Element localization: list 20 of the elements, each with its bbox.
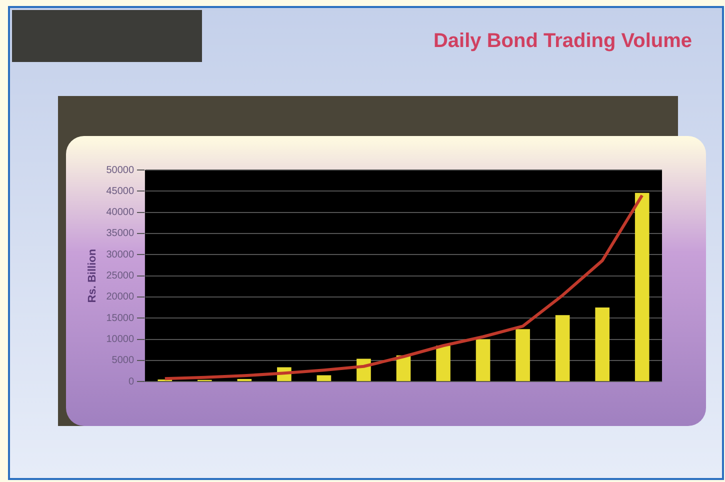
y-tick-label: 0 [128, 376, 134, 388]
chart-title: Daily Bond Trading Volume [433, 30, 692, 53]
y-tick-label: 35000 [106, 228, 134, 240]
bar [516, 329, 530, 382]
y-tick-label: 25000 [106, 270, 134, 282]
bar [595, 308, 610, 382]
y-tick-label: 45000 [106, 186, 134, 197]
y-tick-label: 40000 [106, 207, 134, 218]
y-axis-title: Rs. Billion [86, 248, 99, 303]
y-tick-label: 20000 [106, 292, 134, 303]
bar [555, 315, 570, 382]
bar [634, 192, 650, 382]
y-tick-label: 15000 [106, 312, 134, 324]
bar [476, 339, 490, 382]
y-tick-label: 30000 [106, 249, 134, 260]
bar [316, 375, 332, 382]
y-tick-label: 10000 [106, 334, 134, 346]
bar [436, 346, 450, 382]
y-tick-label: 50000 [106, 164, 134, 176]
y-tick-label: 5000 [112, 355, 134, 366]
